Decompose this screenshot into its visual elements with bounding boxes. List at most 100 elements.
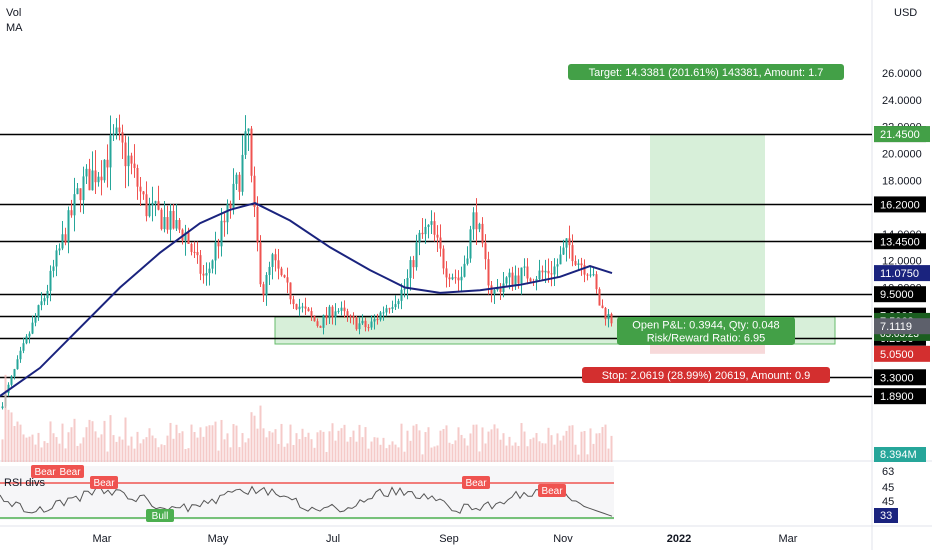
candle-body [415,242,418,268]
candle-body [322,314,325,328]
volume-bar [415,424,418,462]
candle-body [421,232,424,235]
pnl-label-text: Risk/Reward Ratio: 6.95 [647,333,766,345]
volume-bar [460,434,463,462]
candle-body [46,290,49,299]
target-label: Target: 14.3381 (201.61%) 143381, Amount… [568,64,844,80]
volume-bar [511,445,514,462]
candle-body [277,260,280,269]
candle-body [34,317,37,323]
candle-body [97,176,100,183]
candle-body [337,310,340,312]
candle-body [535,279,538,282]
candle-body [82,176,85,201]
volume-bar [319,430,322,462]
volume-bar [334,440,337,462]
volume-bar [493,424,496,462]
stop-label-text: Stop: 2.0619 (28.99%) 20619, Amount: 0.9 [602,370,811,382]
candle-body [214,242,217,261]
volume-bar [97,437,100,462]
volume-bar [28,436,31,462]
candle-body [451,277,454,280]
candle-body [76,188,79,195]
candle-body [244,131,247,155]
candle-body [238,174,241,192]
candle-body [184,232,187,241]
price-tick-label: 20.0000 [882,149,922,161]
candle-body [247,128,250,132]
volume-bar [592,443,595,462]
candle-body [499,286,502,293]
rsi-tag-label: Bear [59,467,81,478]
price-badge-label: 21.4500 [880,129,920,141]
volume-bar [130,436,133,462]
candle-body [598,289,601,306]
volume-bar [409,440,412,462]
volume-bar [25,437,28,462]
volume-bar [436,445,439,462]
time-tick-label: 2022 [667,533,691,545]
volume-bar [424,432,427,462]
target-label-box [568,64,844,80]
volume-bar [211,425,214,462]
level-badge-label: 16.2000 [880,199,920,211]
candle-body [427,224,430,227]
level-badge-label: 1.8900 [880,391,914,403]
candle-body [445,268,448,278]
candle-body [199,255,202,274]
candle-body [16,359,19,370]
candle-body [91,170,94,191]
volume-bar [376,437,379,462]
volume-bar [358,424,361,462]
candle-body [328,306,331,319]
rsi-line [0,485,613,517]
volume-bar [52,433,55,462]
rsi-tick-label: 45 [882,496,894,508]
volume-bar [214,421,217,462]
volume-bar [412,425,415,462]
rsi-value-label: 33 [880,510,892,522]
candle-body [565,238,568,248]
volume-bar [121,439,124,462]
volume-bar [574,444,577,462]
candle-body [538,270,541,280]
volume-bar [229,447,232,462]
candle-body [220,220,223,247]
candle-body [298,306,301,310]
volume-bar [565,430,568,462]
candle-body [256,207,259,243]
volume-bar [40,447,43,462]
volume-bar [370,441,373,462]
volume-bar [604,424,607,462]
candle-body [40,301,43,306]
volume-bar [151,435,154,462]
volume-bar [277,443,280,462]
candle-body [217,242,220,247]
volume-bar [283,446,286,462]
volume-bar [427,427,430,462]
volume-bar [472,424,475,462]
candle-body [487,259,490,286]
candle-body [571,245,574,262]
volume-bar [172,438,175,462]
candle-body [379,312,382,320]
rsi-tag-label: Bear [34,467,56,478]
rsi-tag-label: Bull [152,511,169,522]
volume-bar [124,417,127,462]
volume-bar [502,433,505,462]
candle-body [550,273,553,275]
volume-bar [166,435,169,462]
candle-body [439,237,442,249]
volume-bar [31,434,34,462]
volume-bar [382,437,385,462]
candle-body [568,238,571,246]
volume-bar [256,428,259,462]
price-tick-label: 18.0000 [882,175,922,187]
candle-body [361,320,364,324]
candle-body [562,247,565,255]
candle-body [343,307,346,312]
candle-body [52,266,55,271]
volume-bar [82,437,85,462]
candle-body [475,212,478,230]
